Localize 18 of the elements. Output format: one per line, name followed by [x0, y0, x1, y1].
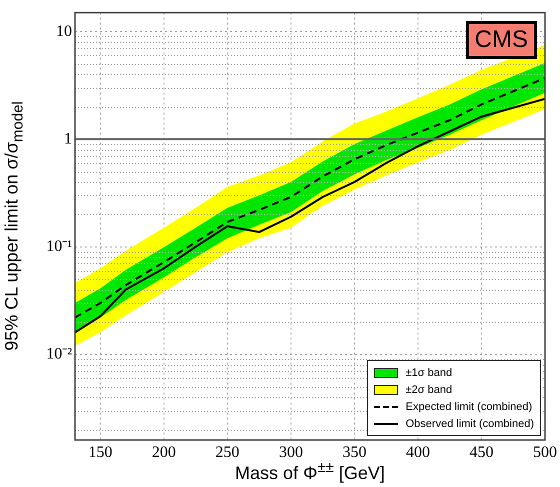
x-tick-label: 200 [152, 444, 176, 461]
legend-label: ±2σ band [406, 384, 452, 396]
annotation: CMS [466, 20, 537, 59]
x-tick-label: 500 [533, 444, 557, 461]
x-tick-label: 300 [278, 444, 303, 461]
x-tick-label: 400 [406, 444, 430, 461]
x-tick-label: 450 [469, 444, 494, 461]
legend-label: ±1σ band [406, 366, 452, 378]
x-tick-label: 250 [215, 444, 240, 461]
y-tick-label: 10⁻¹ [46, 238, 72, 255]
y-tick-label: 10 [56, 22, 72, 40]
y-tick-label: 1 [64, 130, 72, 148]
legend-label: Observed limit (combined) [406, 418, 534, 430]
legend-label: Expected limit (combined) [406, 400, 532, 412]
x-tick-label: 350 [342, 444, 366, 461]
x-tick-label: 150 [88, 444, 112, 461]
y-tick-label: 10⁻² [46, 346, 72, 363]
x-axis-title: Mass of Φ$^{±±}$ [GeV] [235, 459, 385, 484]
